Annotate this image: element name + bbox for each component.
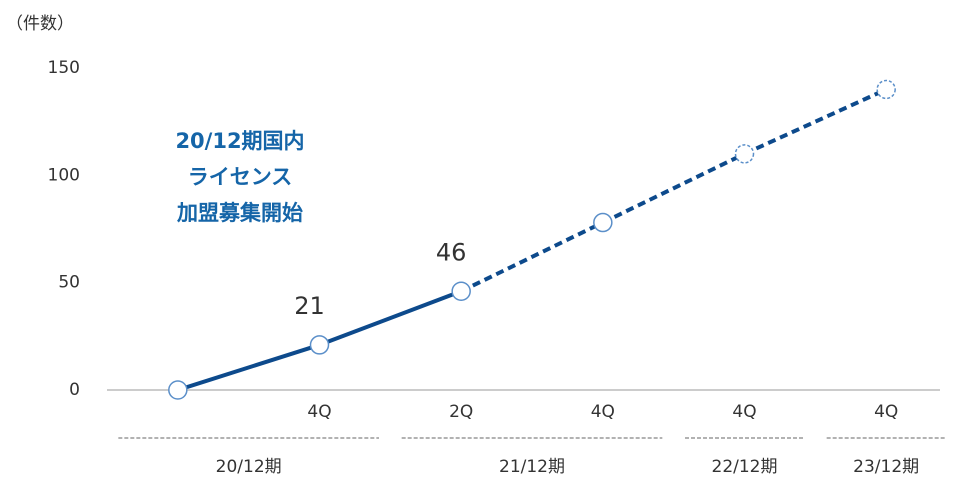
line-segment: [318, 289, 462, 347]
marker: [309, 335, 330, 355]
line-segment: [177, 343, 321, 392]
line-segment: [743, 87, 887, 156]
marker: [876, 79, 896, 100]
y-tick-label: 0: [69, 380, 80, 400]
marker: [734, 144, 755, 164]
y-tick-label: 100: [48, 165, 80, 185]
line-segment: [460, 220, 604, 294]
y-tick-label: 50: [58, 273, 80, 293]
annotation: 20/12期国内: [175, 129, 304, 153]
x-tick-label: 4Q: [732, 402, 756, 422]
group-label: 23/12期: [853, 457, 919, 477]
value-label: 46: [436, 238, 467, 266]
line-segment: [601, 152, 746, 225]
x-tick-label: 4Q: [591, 402, 615, 422]
group-label: 20/12期: [216, 457, 282, 477]
annotation: ライセンス: [188, 165, 293, 189]
group-label: 21/12期: [499, 457, 565, 477]
marker: [168, 380, 188, 400]
x-tick-label: 4Q: [307, 402, 331, 422]
annotation: 加盟募集開始: [176, 201, 303, 225]
marker: [593, 212, 613, 233]
x-tick-label: 4Q: [874, 402, 898, 422]
y-tick-label: 150: [48, 58, 80, 78]
value-label: 21: [294, 292, 325, 320]
group-label: 22/12期: [712, 457, 778, 477]
unit-label: （件数）: [6, 14, 74, 34]
marker: [451, 281, 471, 302]
x-tick-label: 2Q: [449, 402, 473, 422]
